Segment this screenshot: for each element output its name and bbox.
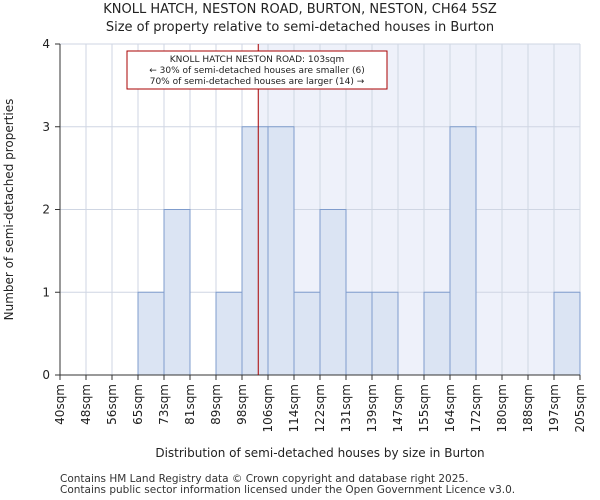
footer-copyright: Contains HM Land Registry data © Crown c…	[60, 473, 469, 485]
x-tick-label: 81sqm	[183, 384, 197, 425]
x-tick-label: 65sqm	[131, 384, 145, 425]
histogram-bar	[267, 126, 295, 376]
x-tick-label: 114sqm	[287, 384, 301, 432]
histogram-bar	[371, 291, 399, 376]
x-tick-label: 56sqm	[105, 384, 119, 425]
x-tick-label: 40sqm	[53, 384, 67, 425]
x-tick-label: 122sqm	[313, 384, 327, 432]
x-tick-label: 73sqm	[157, 384, 171, 425]
histogram-bar	[449, 126, 477, 376]
annotation-text-line: 70% of semi-detached houses are larger (…	[150, 77, 365, 87]
x-tick-label: 155sqm	[417, 384, 431, 432]
histogram-bar	[319, 209, 347, 376]
histogram-bar	[215, 291, 243, 376]
x-axis-title: Distribution of semi-detached houses by …	[155, 446, 484, 460]
histogram-bar	[553, 291, 581, 376]
histogram-bar	[241, 126, 269, 376]
x-tick-label: 48sqm	[79, 384, 93, 425]
y-tick-label: 2	[42, 203, 50, 217]
chart-title: KNOLL HATCH, NESTON ROAD, BURTON, NESTON…	[103, 2, 497, 17]
histogram-bar	[345, 291, 373, 376]
annotation-text-line: KNOLL HATCH NESTON ROAD: 103sqm	[170, 55, 345, 65]
x-tick-label: 172sqm	[469, 384, 483, 432]
x-tick-label: 197sqm	[547, 384, 561, 432]
x-tick-label: 205sqm	[573, 384, 587, 432]
y-axis-title: Number of semi-detached properties	[2, 99, 16, 321]
x-tick-label: 89sqm	[209, 384, 223, 425]
x-tick-label: 98sqm	[235, 384, 249, 425]
x-tick-label: 147sqm	[391, 384, 405, 432]
y-tick-label: 1	[42, 285, 50, 299]
histogram-bar	[293, 291, 321, 376]
annotation-text-line: ← 30% of semi-detached houses are smalle…	[149, 66, 365, 76]
histogram-bar	[423, 291, 451, 376]
x-tick-label: 131sqm	[339, 384, 353, 432]
x-tick-label: 139sqm	[365, 384, 379, 432]
x-tick-label: 106sqm	[261, 384, 275, 432]
histogram-bar	[163, 209, 191, 376]
y-tick-label: 3	[42, 120, 50, 134]
chart-subtitle: Size of property relative to semi-detach…	[105, 20, 495, 35]
x-tick-label: 188sqm	[521, 384, 535, 432]
y-tick-label: 4	[42, 37, 50, 51]
footer-licence: Contains public sector information licen…	[60, 484, 516, 496]
y-tick-label: 0	[42, 368, 50, 382]
annotation-box	[126, 50, 388, 90]
x-tick-label: 180sqm	[495, 384, 509, 432]
x-tick-label: 164sqm	[443, 384, 457, 432]
histogram-bar	[137, 291, 165, 376]
